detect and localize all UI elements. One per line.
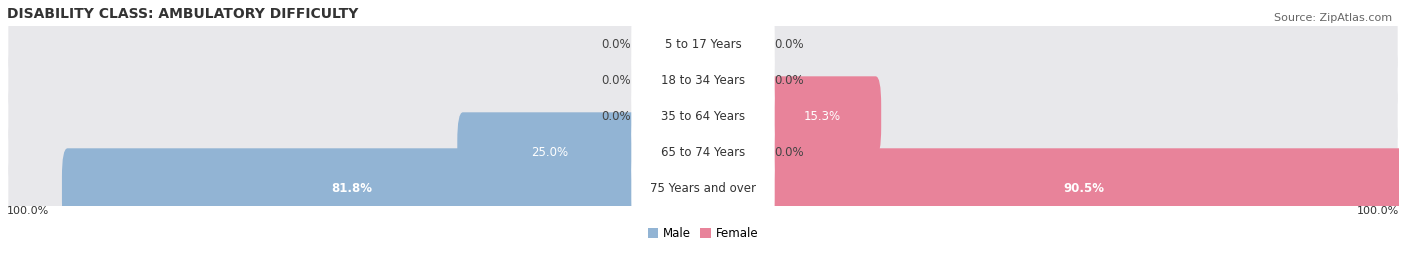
Text: Source: ZipAtlas.com: Source: ZipAtlas.com bbox=[1274, 13, 1392, 23]
Text: 0.0%: 0.0% bbox=[775, 38, 804, 51]
Text: 18 to 34 Years: 18 to 34 Years bbox=[661, 74, 745, 87]
FancyBboxPatch shape bbox=[8, 53, 1398, 108]
Text: 0.0%: 0.0% bbox=[602, 74, 631, 87]
FancyBboxPatch shape bbox=[62, 148, 643, 228]
Text: 81.8%: 81.8% bbox=[332, 182, 373, 195]
FancyBboxPatch shape bbox=[631, 148, 775, 228]
FancyBboxPatch shape bbox=[631, 76, 775, 156]
FancyBboxPatch shape bbox=[457, 112, 643, 192]
FancyBboxPatch shape bbox=[763, 76, 882, 156]
FancyBboxPatch shape bbox=[631, 4, 775, 84]
Text: 75 Years and over: 75 Years and over bbox=[650, 182, 756, 195]
Text: 65 to 74 Years: 65 to 74 Years bbox=[661, 146, 745, 159]
Text: 35 to 64 Years: 35 to 64 Years bbox=[661, 110, 745, 123]
Text: 0.0%: 0.0% bbox=[775, 146, 804, 159]
FancyBboxPatch shape bbox=[631, 40, 775, 120]
Text: 25.0%: 25.0% bbox=[531, 146, 568, 159]
Text: 0.0%: 0.0% bbox=[775, 74, 804, 87]
Text: DISABILITY CLASS: AMBULATORY DIFFICULTY: DISABILITY CLASS: AMBULATORY DIFFICULTY bbox=[7, 7, 359, 21]
Text: 0.0%: 0.0% bbox=[602, 38, 631, 51]
FancyBboxPatch shape bbox=[763, 148, 1405, 228]
FancyBboxPatch shape bbox=[8, 17, 1398, 72]
FancyBboxPatch shape bbox=[8, 89, 1398, 144]
Text: 100.0%: 100.0% bbox=[7, 206, 49, 216]
FancyBboxPatch shape bbox=[8, 161, 1398, 216]
FancyBboxPatch shape bbox=[631, 112, 775, 192]
Text: 0.0%: 0.0% bbox=[602, 110, 631, 123]
Text: 90.5%: 90.5% bbox=[1063, 182, 1105, 195]
Legend: Male, Female: Male, Female bbox=[648, 227, 758, 240]
Text: 15.3%: 15.3% bbox=[804, 110, 841, 123]
Text: 5 to 17 Years: 5 to 17 Years bbox=[665, 38, 741, 51]
FancyBboxPatch shape bbox=[8, 125, 1398, 180]
Text: 100.0%: 100.0% bbox=[1357, 206, 1399, 216]
